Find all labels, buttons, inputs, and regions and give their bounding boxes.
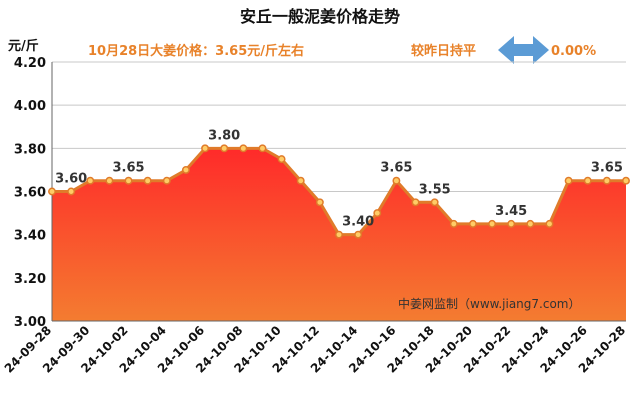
y-tick-label: 4.20 xyxy=(14,56,46,71)
data-point xyxy=(392,176,401,185)
data-point xyxy=(86,176,95,185)
data-point xyxy=(583,176,592,185)
y-tick-label: 3.40 xyxy=(14,229,46,244)
data-point xyxy=(258,144,267,153)
data-label: 3.80 xyxy=(208,128,240,143)
price-info: 10月28日大姜价格：3.65元/斤左右 xyxy=(88,43,304,59)
data-label: 3.40 xyxy=(342,215,374,230)
chart-title: 安丘一般泥姜价格走势 xyxy=(240,7,400,26)
data-label: 3.60 xyxy=(55,172,87,187)
data-point xyxy=(354,230,363,239)
data-point xyxy=(411,198,420,207)
y-tick-label: 3.60 xyxy=(14,186,46,201)
data-labels: 3.60 3.65 3.80 3.40 3.65 3.55 3.45 3.65 xyxy=(55,128,623,229)
data-point xyxy=(239,144,248,153)
data-label: 3.65 xyxy=(591,161,623,176)
data-label: 3.65 xyxy=(380,161,412,176)
data-point xyxy=(143,176,152,185)
data-point xyxy=(105,176,114,185)
data-point xyxy=(449,219,458,228)
data-point xyxy=(181,165,190,174)
watermark: 中姜网监制（www.jiang7.com） xyxy=(398,296,580,311)
y-tick-label: 3.00 xyxy=(14,315,46,330)
data-point xyxy=(507,219,516,228)
data-point xyxy=(277,155,286,164)
data-point xyxy=(488,219,497,228)
data-point xyxy=(315,198,324,207)
double-arrow-icon xyxy=(498,36,549,64)
data-point xyxy=(220,144,229,153)
data-point xyxy=(296,176,305,185)
data-markers xyxy=(48,144,630,239)
data-point xyxy=(162,176,171,185)
change-label: 较昨日持平 xyxy=(411,43,476,59)
data-label: 3.45 xyxy=(495,204,527,219)
data-point xyxy=(201,144,210,153)
data-point xyxy=(430,198,439,207)
data-point xyxy=(67,187,76,196)
data-point xyxy=(622,176,630,185)
data-label: 3.55 xyxy=(419,182,451,197)
data-point xyxy=(468,219,477,228)
y-tick-label: 3.80 xyxy=(14,142,46,157)
y-tick-label: 3.20 xyxy=(14,272,46,287)
data-point xyxy=(602,176,611,185)
data-point xyxy=(564,176,573,185)
x-tick-labels: 24-09-2824-09-3024-10-0224-10-0424-10-06… xyxy=(2,323,628,375)
data-point xyxy=(526,219,535,228)
data-point xyxy=(124,176,133,185)
change-value: 0.00% xyxy=(551,44,596,59)
data-point xyxy=(48,187,56,196)
y-axis-unit: 元/斤 xyxy=(8,38,39,54)
y-tick-label: 4.00 xyxy=(14,99,46,114)
data-label: 3.65 xyxy=(112,161,144,176)
data-point xyxy=(373,209,382,218)
y-tick-labels: 3.00 3.20 3.40 3.60 3.80 4.00 4.20 xyxy=(14,56,46,330)
data-point xyxy=(335,230,343,239)
data-point xyxy=(545,219,554,228)
area-fill xyxy=(52,148,626,321)
